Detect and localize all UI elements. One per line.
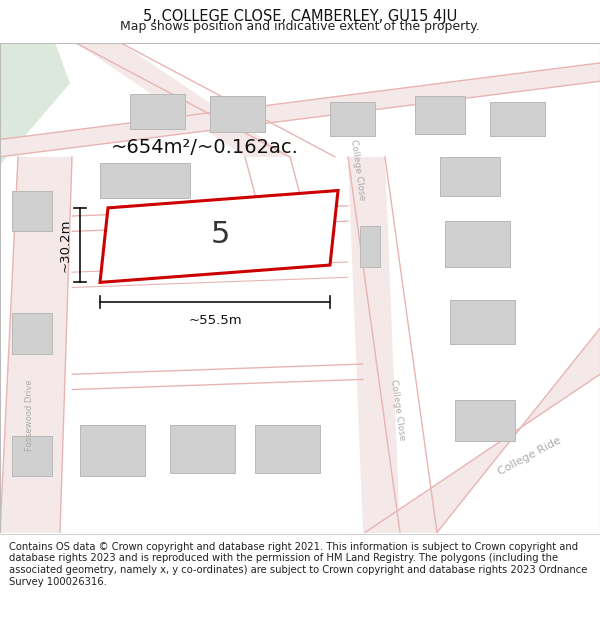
Text: 5: 5 xyxy=(211,220,230,249)
Polygon shape xyxy=(255,425,320,473)
Polygon shape xyxy=(330,102,375,136)
Polygon shape xyxy=(130,94,185,129)
Polygon shape xyxy=(170,425,235,473)
Text: College Close: College Close xyxy=(349,139,367,201)
Polygon shape xyxy=(450,300,515,344)
Text: Contains OS data © Crown copyright and database right 2021. This information is : Contains OS data © Crown copyright and d… xyxy=(9,542,587,586)
Polygon shape xyxy=(80,425,145,476)
Polygon shape xyxy=(360,226,380,267)
Text: Fossewood Drive: Fossewood Drive xyxy=(25,379,35,451)
Polygon shape xyxy=(210,96,265,132)
Polygon shape xyxy=(490,102,545,136)
Polygon shape xyxy=(12,436,52,476)
Polygon shape xyxy=(100,191,338,282)
Text: 5, COLLEGE CLOSE, CAMBERLEY, GU15 4JU: 5, COLLEGE CLOSE, CAMBERLEY, GU15 4JU xyxy=(143,9,457,24)
Polygon shape xyxy=(0,42,55,134)
Polygon shape xyxy=(455,400,515,441)
Polygon shape xyxy=(348,157,400,532)
Text: ~30.2m: ~30.2m xyxy=(59,218,72,272)
Polygon shape xyxy=(415,96,465,134)
Polygon shape xyxy=(440,157,500,196)
Polygon shape xyxy=(12,191,52,231)
Polygon shape xyxy=(0,42,70,165)
Polygon shape xyxy=(12,313,52,354)
Text: College Ride: College Ride xyxy=(497,435,563,477)
Text: ~55.5m: ~55.5m xyxy=(188,314,242,327)
Text: Map shows position and indicative extent of the property.: Map shows position and indicative extent… xyxy=(120,20,480,33)
Polygon shape xyxy=(0,157,72,532)
Polygon shape xyxy=(445,221,510,267)
Text: College Close: College Close xyxy=(389,379,407,441)
Polygon shape xyxy=(365,328,600,532)
Text: ~654m²/~0.162ac.: ~654m²/~0.162ac. xyxy=(111,138,299,157)
Polygon shape xyxy=(75,42,290,157)
Polygon shape xyxy=(100,163,190,198)
Polygon shape xyxy=(0,63,600,157)
